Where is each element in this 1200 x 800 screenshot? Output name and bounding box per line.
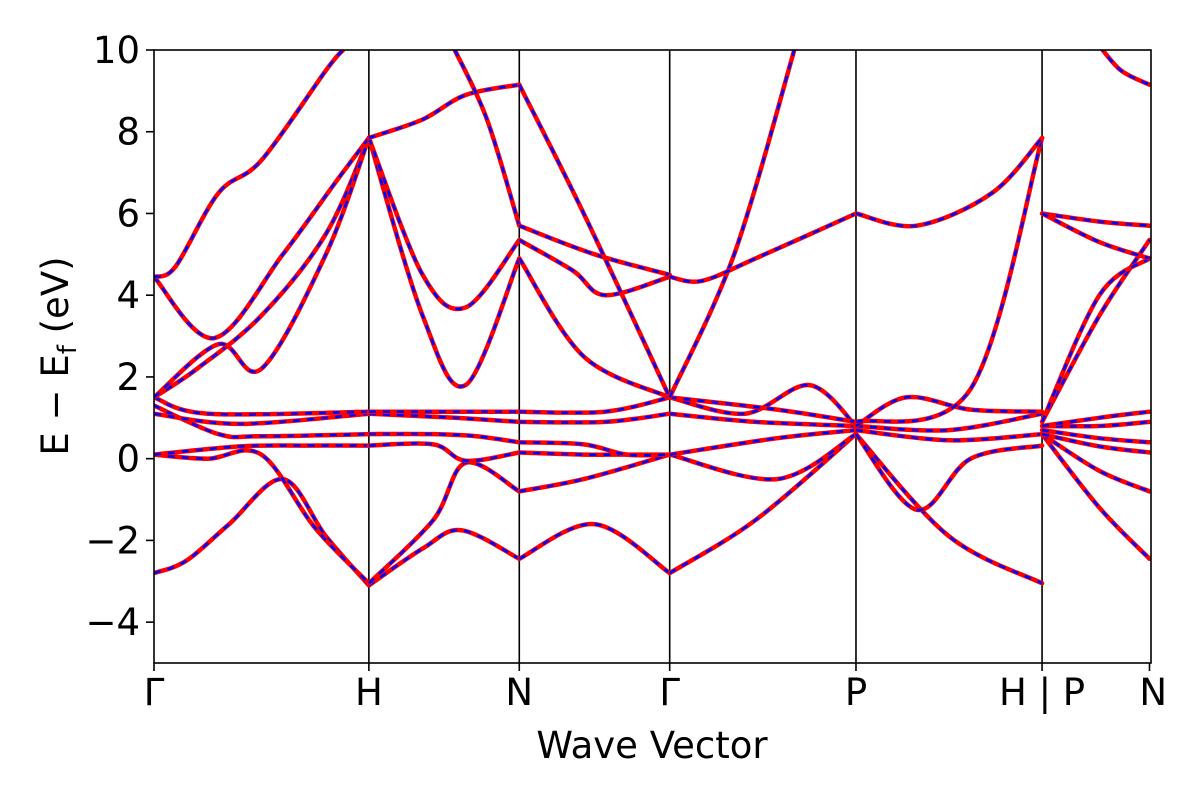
x-tick-label: H | P [999,671,1085,714]
band-line-dashed [154,137,371,399]
band-line-dashed [154,449,370,585]
y-axis-label-subscript: f [53,344,83,354]
band-line-dashed [518,522,671,575]
band-line-dashed [1040,257,1151,423]
band-line-dashed [154,137,370,340]
band-line-solid [1039,256,1151,425]
band-line-dashed [854,433,1043,512]
band-line-dashed [518,238,671,297]
band-line-dashed [1041,410,1150,428]
band-line-dashed [154,50,345,279]
band-line-dashed [368,528,520,587]
band-line-dashed [154,412,370,426]
x-axis-ticks: Γ H N Γ P H | P N [144,663,1167,714]
band-line-solid [853,135,1045,425]
band-line-solid [366,460,522,586]
x-tick-label: H [355,671,383,714]
band-line-dashed [855,137,1044,228]
band-line-dashed [669,212,857,283]
y-tick-label: −2 [85,519,140,562]
band-line-dashed [669,383,857,427]
band-line-solid [517,395,672,416]
band-line-dashed [1041,212,1150,260]
band-line-dashed [518,84,671,398]
y-tick-label: 6 [116,192,140,235]
band-line-solid [154,135,372,400]
band-line-solid [1099,50,1151,87]
band-line-solid [366,82,522,141]
band-line-dashed [1041,212,1150,227]
band-line-dashed [519,396,670,415]
band-line-dashed [668,50,796,398]
band-line-dashed [368,442,520,463]
band-line-dashed [1041,428,1150,444]
high-symmetry-lines [368,50,1043,663]
y-tick-label: 8 [116,111,140,154]
y-tick-label: −4 [85,601,140,644]
band-line-solid [667,211,859,284]
band-line-dashed [669,396,857,424]
band-line-dashed [367,137,521,388]
band-line-dashed [154,444,369,456]
band-line-dashed [154,137,371,399]
band-line-dashed [855,395,1043,428]
x-tick-label: N [505,671,533,714]
band-line-solid [667,50,797,400]
y-axis-label-unit: (eV) [34,256,77,345]
band-line-dashed [855,137,1044,424]
x-tick-label: N [1139,671,1167,714]
x-axis-label: Wave Vector [536,724,768,767]
band-line-dashed [154,396,369,416]
band-line-dashed [669,433,857,575]
band-line-solid [154,476,372,588]
y-axis-ticks: −4 −2 0 2 4 6 8 10 [85,29,154,644]
band-line-dashed [453,50,521,227]
band-line-solid [366,527,522,588]
band-line-solid [853,431,1045,586]
y-tick-label: 2 [116,356,140,399]
band-line-dashed [1101,50,1151,86]
band-line-solid [366,135,522,389]
band-line-solid [853,427,1045,443]
band-line-dashed [1042,420,1150,428]
y-axis-label-main: E − E [34,354,77,455]
band-line-solid [517,256,672,400]
y-tick-label: 10 [93,29,140,72]
band-line-solid [853,411,1045,433]
x-tick-label: Γ [144,671,165,714]
band-line-solid [154,135,372,400]
y-tick-label: 0 [116,438,140,481]
band-line-solid [154,50,346,280]
band-line-dashed [518,257,671,399]
band-line-solid [452,50,522,228]
band-line-dashed [855,433,1043,585]
band-line-dashed [669,412,857,428]
band-line-solid [154,135,372,341]
band-line-solid [667,431,859,482]
band-line-dashed [367,137,521,311]
band-line-dashed [1041,432,1150,454]
band-line-dashed [519,453,671,493]
band-line-dashed [1041,433,1151,560]
x-tick-label: Γ [659,671,680,714]
band-line-solid [1039,237,1151,425]
band-line-solid [517,521,672,576]
band-line-solid [853,431,1045,513]
x-tick-label: P [845,671,867,714]
band-line-dashed [1041,433,1150,493]
band-line-dashed [519,441,670,457]
plot-frame [153,49,1152,664]
band-line-solid [853,135,1045,229]
band-line-dashed [669,428,857,456]
y-axis-label: E − Ef (eV) [34,256,83,455]
band-line-dashed [519,412,670,424]
band-line-dashed [367,461,520,585]
band-line-dashed [368,432,520,444]
band-line-dashed [368,412,520,424]
band-line-dashed [518,224,671,277]
band-line-dashed [154,477,370,587]
band-lines [154,50,1151,588]
y-tick-label: 4 [116,274,140,317]
